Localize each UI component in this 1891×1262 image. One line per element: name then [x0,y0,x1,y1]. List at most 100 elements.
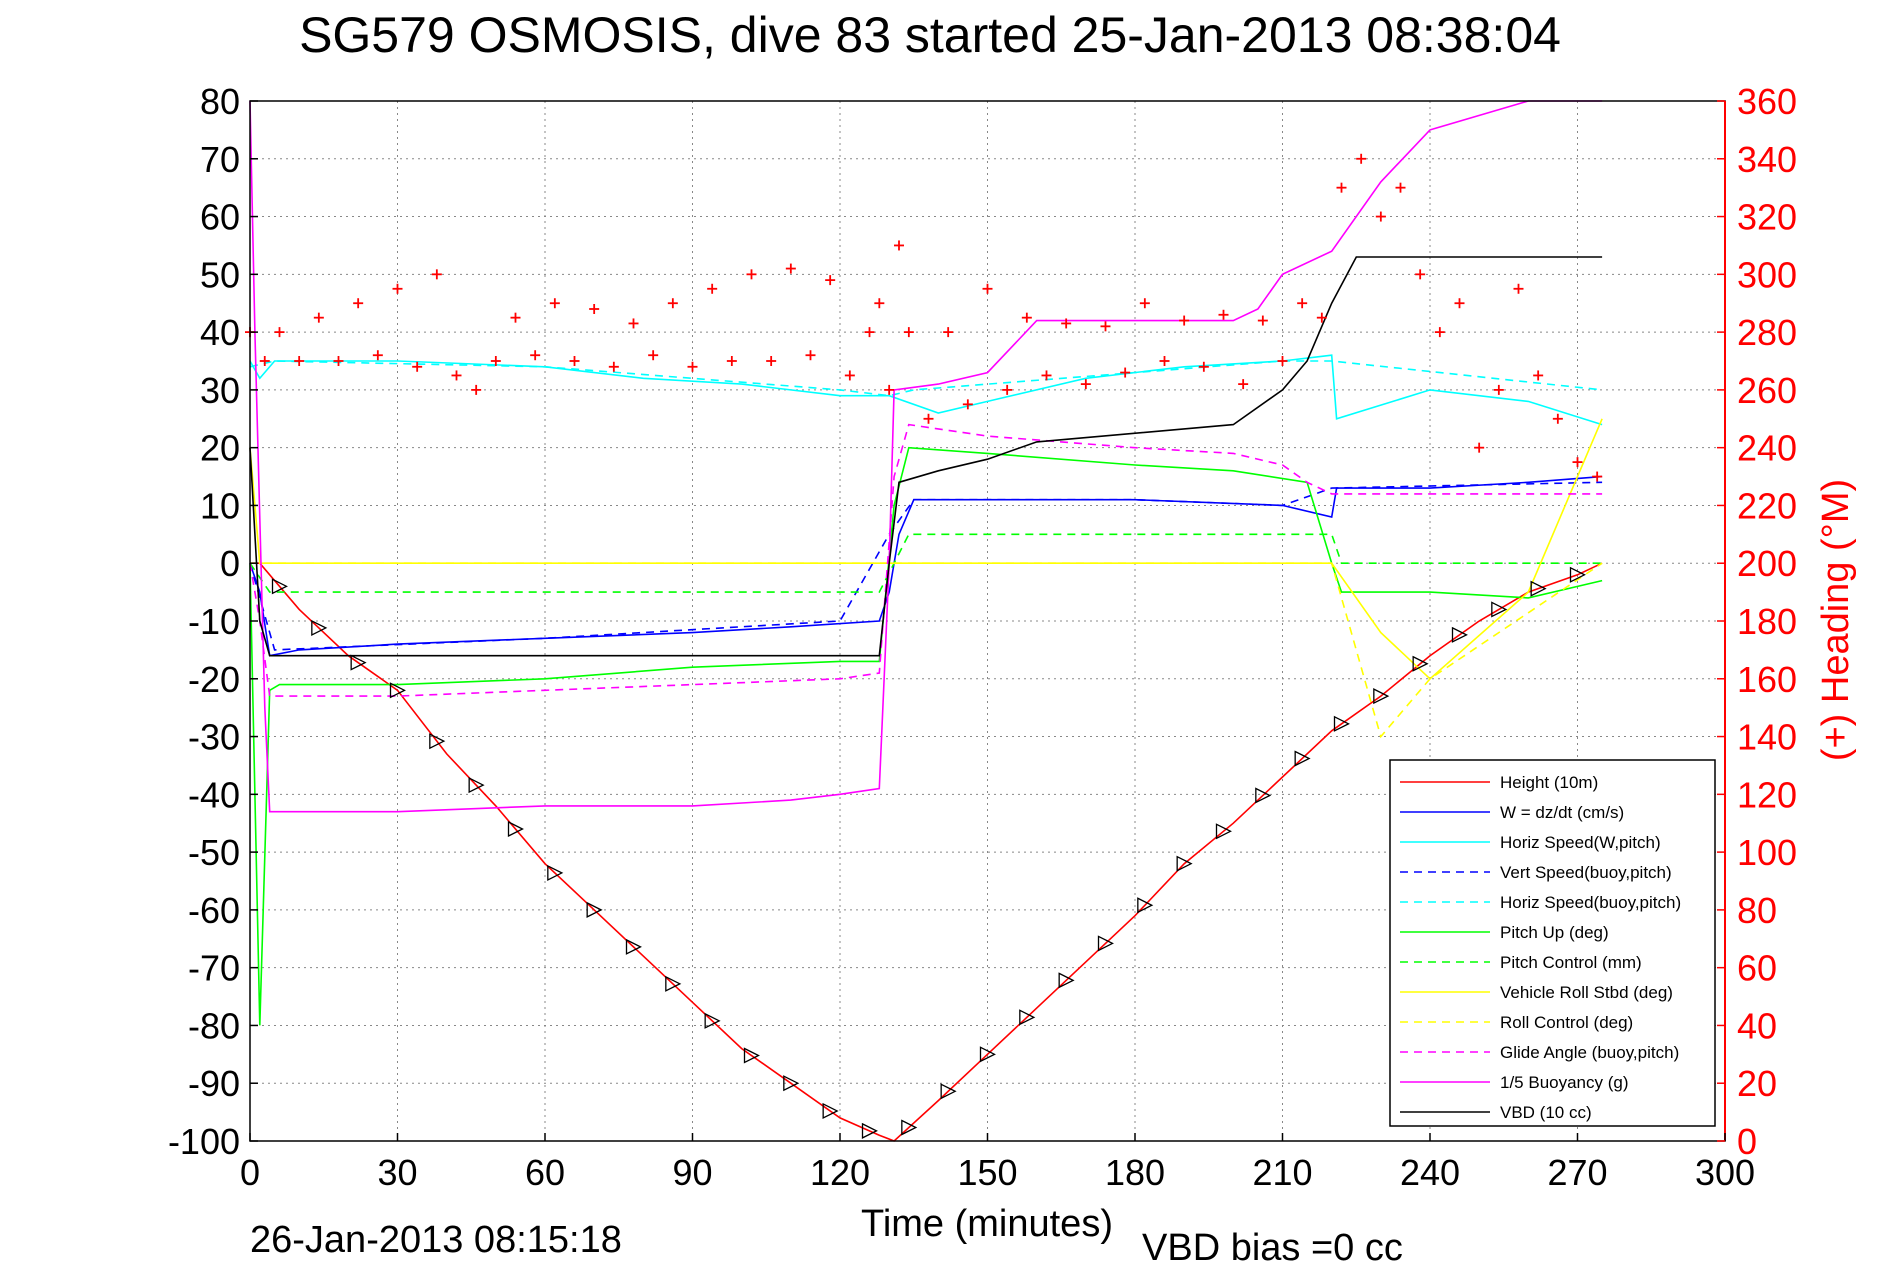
heading-point-46 [1100,321,1111,332]
depth-marker-198 [1215,823,1232,840]
heading-point-51 [1198,361,1209,372]
depth-marker-46 [468,777,485,794]
right-tick-label-12: 120 [1737,774,1797,815]
series-line-horiz_buoy [249,360,1603,397]
heading-point-11 [451,370,462,381]
depth-markers [271,566,1586,1139]
x-axis-label: Time (minutes) [861,1203,1113,1245]
heading-point-44 [1061,318,1072,329]
legend-label-height: Height (10m) [1500,773,1598,792]
y-tick-label-18: -100 [168,1121,240,1162]
heading-point-13 [490,356,501,366]
heading-point-18 [589,304,600,314]
heading-point-47 [1120,367,1131,378]
right-tick-label-17: 20 [1737,1063,1777,1104]
heading-point-56 [1297,298,1308,309]
heading-point-67 [1513,283,1524,294]
heading-point-52 [1218,309,1229,320]
heading-point-34 [884,384,895,395]
right-tick-label-4: 280 [1737,312,1797,353]
depth-marker-30 [389,682,406,699]
heading-point-3 [294,356,305,366]
series-line-vbd [249,256,1603,657]
legend-label-w: W = dz/dt (cm/s) [1500,803,1624,822]
depth-marker-14 [311,619,328,636]
depth-marker-70 [586,901,603,918]
y-tick-label-16: -80 [188,1005,240,1046]
heading-point-6 [353,298,364,309]
heading-point-24 [707,283,718,294]
y-tick-label-10: -20 [188,659,240,700]
series-line-vert_buoy [249,481,1603,651]
heading-point-5 [333,356,344,366]
legend-label-roll_ctrl: Roll Control (deg) [1500,1013,1633,1032]
heading-point-35 [894,240,904,251]
right-tick-label-0: 360 [1737,81,1797,122]
heading-point-63 [1434,327,1445,338]
depth-marker-102 [743,1047,760,1064]
heading-point-61 [1395,182,1406,193]
heading-point-27 [766,356,777,366]
right-tick-label-13: 100 [1737,832,1797,873]
depth-marker-94 [704,1012,721,1029]
right-tick-label-10: 160 [1737,659,1797,700]
x-axis-ticks: 0 30 60 90 120 150 180 210 240 270 300 [240,1133,1755,1193]
heading-point-58 [1336,182,1347,193]
legend: Height (10m) W = dz/dt (cm/s) Horiz Speed(… [1389,759,1716,1127]
heading-point-32 [864,327,875,338]
heading-point-59 [1356,153,1367,164]
right-tick-label-11: 140 [1737,717,1797,758]
heading-point-62 [1415,269,1426,280]
heading-point-14 [510,312,521,323]
vbd-bias-note: VBD bias =0 cc [1142,1227,1403,1262]
y-tick-label-13: -50 [188,832,240,873]
heading-point-42 [1021,312,1032,323]
right-tick-label-15: 60 [1737,948,1777,989]
heading-point-48 [1139,298,1150,309]
heading-point-57 [1316,312,1327,323]
heading-point-4 [313,312,324,323]
depth-marker-222 [1333,715,1350,732]
depth-marker-166 [1058,972,1075,989]
heading-point-55 [1277,356,1288,366]
y-tick-label-0: 80 [200,81,240,122]
heading-point-70 [1572,457,1583,468]
depth-marker-246 [1451,626,1468,643]
depth-marker-270 [1569,566,1586,583]
legend-label-roll: Vehicle Roll Stbd (deg) [1500,983,1673,1002]
series-line-pitch [249,446,1603,1026]
y-tick-label-9: -10 [188,601,240,642]
right-tick-label-7: 220 [1737,485,1797,526]
heading-point-45 [1080,379,1091,390]
series-line-glide [249,423,1603,697]
x-tick-label-7: 210 [1252,1152,1312,1193]
heading-point-54 [1257,315,1268,326]
x-tick-label-0: 0 [240,1152,260,1193]
chart-title: SG579 OSMOSIS, dive 83 started 25-Jan-20… [299,7,1561,63]
depth-marker-150 [979,1046,996,1063]
heading-point-53 [1238,379,1249,390]
heading-point-21 [648,350,659,361]
x-tick-label-5: 150 [957,1152,1017,1193]
heading-point-40 [982,283,993,294]
footer-timestamp: 26-Jan-2013 08:15:18 [250,1219,622,1261]
heading-point-16 [549,298,560,309]
depth-marker-6 [271,578,288,595]
right-tick-label-14: 80 [1737,890,1777,931]
depth-marker-262 [1530,580,1547,597]
right-tick-label-16: 40 [1737,1005,1777,1046]
y-tick-label-7: 10 [200,485,240,526]
x-tick-label-9: 270 [1547,1152,1607,1193]
heading-layer [245,153,1603,482]
y-tick-label-8: 0 [220,543,240,584]
heading-point-50 [1179,315,1190,326]
right-tick-label-8: 200 [1737,543,1797,584]
series-line-horiz_w [249,354,1603,426]
heading-point-60 [1375,211,1386,222]
heading-point-71 [1592,471,1603,482]
depth-marker-62 [547,864,564,881]
x-tick-label-1: 30 [377,1152,417,1193]
legend-label-glide: Glide Angle (buoy,pitch) [1500,1043,1679,1062]
legend-label-horiz_w: Horiz Speed(W,pitch) [1500,833,1661,852]
depth-marker-206 [1255,787,1272,804]
